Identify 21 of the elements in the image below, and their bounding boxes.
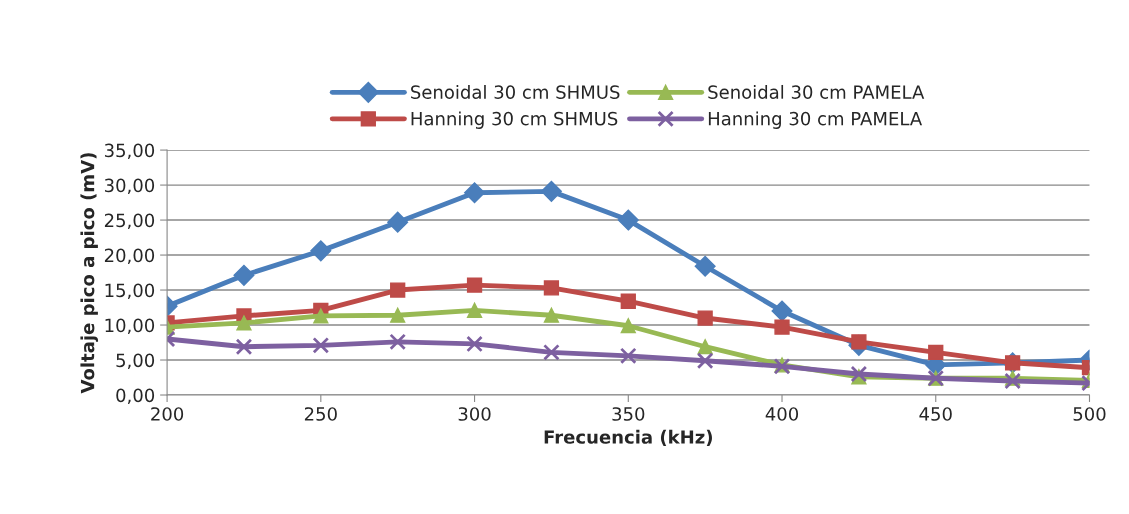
y-tick-label: 0,00 [116, 388, 155, 404]
legend-label: Hanning 30 cm SHMUS [411, 111, 618, 129]
y-axis-title: Voltaje pico a pico (mV) [80, 153, 99, 394]
x-tick-label: 350 [612, 407, 645, 421]
x-axis-title: Frecuencia (kHz) [544, 429, 712, 446]
y-tick-label: 10,00 [105, 318, 155, 334]
x-tick-label: 200 [151, 407, 184, 421]
x-tick-label: 450 [919, 407, 952, 421]
y-tick-label: 5,00 [116, 353, 155, 369]
y-tick-label: 35,00 [104, 143, 155, 160]
y-tick-label: 20,00 [104, 248, 155, 265]
y-tick-label: 15,00 [105, 283, 155, 299]
legend-label: Hanning 30 cm PAMELA [708, 111, 923, 129]
legend-label: Senoidal 30 cm SHMUS [411, 84, 620, 99]
x-tick-label: 400 [765, 407, 799, 421]
legend-label: Senoidal 30 cm PAMELA [708, 84, 925, 99]
y-tick-label: 25,00 [104, 213, 155, 230]
x-tick-label: 300 [458, 407, 491, 421]
y-tick-label: 30,00 [104, 178, 155, 195]
x-tick-label: 500 [1073, 407, 1106, 421]
x-tick-label: 250 [304, 407, 337, 421]
